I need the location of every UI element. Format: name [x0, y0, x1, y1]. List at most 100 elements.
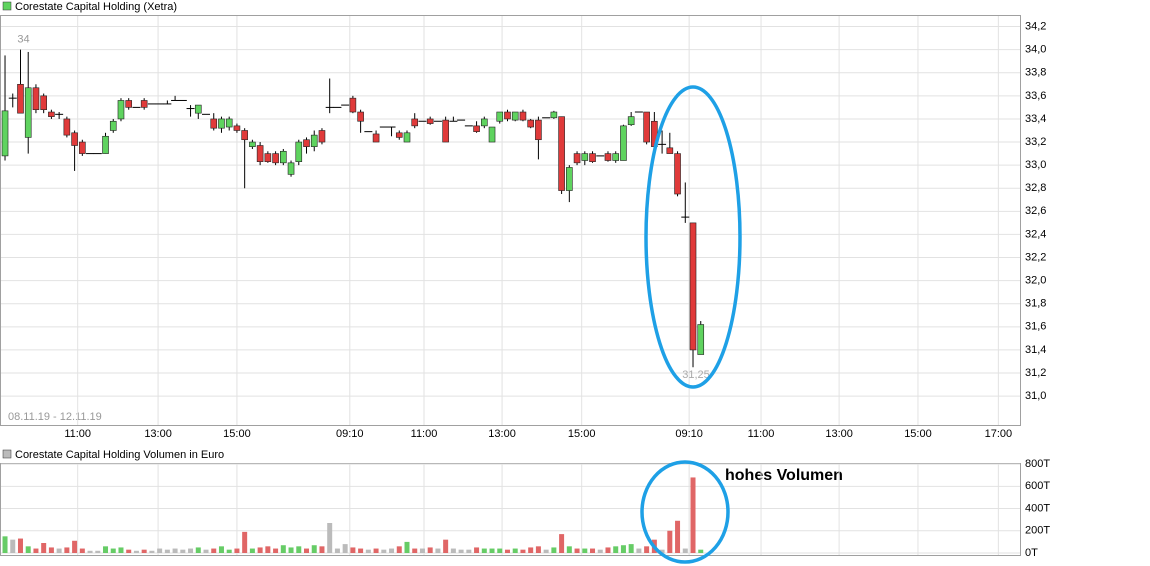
volume-bar	[512, 548, 518, 553]
volume-bar	[450, 548, 456, 553]
legend-swatch	[2, 449, 12, 459]
volume-bar	[535, 546, 541, 553]
volume-bar	[95, 550, 101, 553]
candle-body	[102, 135, 109, 154]
volume-bar	[559, 534, 565, 553]
volume-bar	[280, 545, 286, 553]
volume-bar	[327, 523, 333, 553]
y-tick-label: 32,0	[1025, 275, 1046, 287]
candle-body	[249, 141, 256, 147]
volume-bar	[296, 546, 302, 553]
volume-bar	[226, 549, 232, 553]
volume-bar	[412, 548, 418, 553]
candle-body	[140, 100, 148, 108]
highlight-ellipse	[640, 460, 730, 564]
candle-body	[403, 132, 411, 143]
volume-bar	[25, 546, 31, 553]
candle-body	[519, 111, 527, 121]
candle-body	[581, 153, 589, 161]
x-tick-label: 15:00	[568, 428, 596, 440]
y-tick-label: 32,4	[1025, 228, 1046, 240]
volume-bar	[172, 548, 178, 553]
candle-body	[295, 141, 303, 162]
candle-body	[527, 119, 534, 128]
volume-bar	[381, 549, 387, 553]
candle-body	[40, 95, 47, 111]
candle-body	[357, 111, 364, 122]
volume-bar	[110, 548, 116, 553]
volume-bar	[435, 548, 441, 553]
y-tick-label: 33,6	[1025, 90, 1046, 102]
legend-swatch	[2, 1, 12, 11]
volume-bar	[342, 544, 348, 553]
candle-body	[125, 100, 133, 108]
candle-body	[504, 111, 511, 120]
volume-bar	[41, 543, 47, 553]
volume-bar	[698, 549, 704, 553]
candle-body	[117, 100, 125, 120]
candle-body	[272, 153, 279, 164]
candle-body	[349, 97, 357, 113]
volume-bar	[87, 550, 93, 553]
candle-body	[303, 139, 310, 147]
candle-body	[426, 118, 434, 124]
candle-body	[256, 145, 264, 162]
candle-body	[310, 134, 318, 147]
candle-body	[194, 104, 202, 114]
volume-bar	[504, 549, 510, 553]
y-tick-label: 32,6	[1025, 205, 1046, 217]
candle-body	[558, 116, 565, 191]
candle-body	[689, 222, 697, 351]
volume-bar	[304, 548, 310, 553]
y-tick-label: 32,2	[1025, 251, 1046, 263]
candle-body	[442, 119, 449, 143]
x-tick-label: 11:00	[411, 428, 438, 440]
candle-body	[480, 118, 488, 127]
volume-bar	[628, 544, 634, 553]
annotation: hohes Volumen	[725, 467, 843, 484]
volume-bar	[79, 548, 85, 553]
y-tick-label: 33,0	[1025, 159, 1046, 171]
volume-bar	[311, 545, 317, 553]
volume-bar	[520, 549, 526, 553]
volume-bar	[164, 549, 170, 553]
candle-body	[535, 119, 542, 141]
volume-bar	[427, 547, 433, 553]
volume-bar	[10, 539, 16, 553]
volume-bar	[551, 547, 557, 553]
volume-bar	[33, 548, 39, 553]
volume-bar	[242, 531, 248, 553]
volume-bar	[644, 546, 650, 553]
volume-bar	[64, 547, 70, 553]
volume-bar	[389, 548, 395, 553]
candle-body	[488, 126, 496, 143]
volume-title: Corestate Capital Holding Volumen in Eur…	[15, 449, 224, 461]
volume-bar	[234, 548, 240, 553]
volume-bar	[582, 548, 588, 553]
candle-body	[17, 83, 24, 114]
volume-bar	[2, 536, 8, 553]
volume-bar	[72, 540, 78, 553]
x-tick-label: 11:00	[748, 428, 775, 440]
volume-bar	[466, 549, 472, 553]
candle-body	[612, 153, 620, 161]
x-tick-label: 11:00	[64, 428, 91, 440]
candle-body	[63, 118, 71, 136]
candle-body	[48, 111, 55, 117]
volume-bar	[682, 548, 688, 553]
volume-bar	[249, 548, 255, 553]
y-tick-label: 31,6	[1025, 321, 1046, 333]
volume-bar	[358, 548, 364, 553]
max-label: 34	[17, 34, 29, 46]
candle-body	[109, 120, 117, 131]
y-tick-label: 34,0	[1025, 44, 1046, 56]
volume-bar	[497, 548, 503, 553]
volume-bar	[613, 546, 619, 553]
y-tick-label: 31,2	[1025, 367, 1046, 379]
volume-bar	[350, 547, 356, 553]
volume-bar	[419, 548, 425, 553]
x-tick-label: 15:00	[904, 428, 932, 440]
candle-body	[496, 111, 504, 122]
y-tick-label: 200T	[1025, 525, 1050, 537]
volume-bar	[133, 550, 139, 553]
